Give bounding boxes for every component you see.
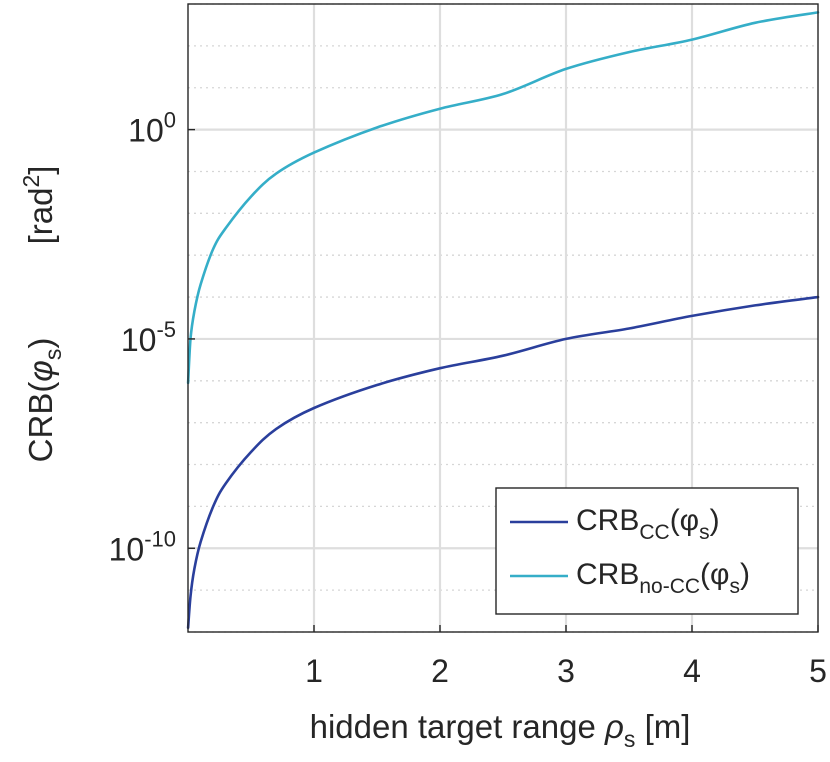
x-axis-label-symbol: ρ: [604, 708, 624, 745]
y-axis-unit-sup: 2: [18, 175, 44, 188]
x-axis-label-text: hidden target range: [310, 708, 596, 745]
legend: CRBCC(φs) CRBno-CC(φs): [495, 487, 799, 615]
legend-nocc-close: ): [740, 558, 750, 591]
x-axis-label-unit: [m]: [645, 708, 691, 745]
x-tick-label: 1: [305, 653, 323, 689]
data-series: [186, 11, 820, 630]
x-axis-ticks: 1 2 3 4 5: [305, 625, 827, 689]
x-tick-label: 4: [683, 653, 701, 689]
series-line-no-cc: [186, 11, 820, 385]
y-axis-label-symbol: φ: [22, 360, 59, 382]
legend-label-nocc: CRBno-CC(φs): [576, 558, 750, 598]
legend-cc-sub: CC: [639, 521, 669, 544]
y-tick-label-base: 10: [109, 531, 145, 567]
y-tick-label: 10-5: [121, 317, 176, 358]
y-tick-label-exponent: 0: [164, 108, 176, 133]
y-axis-label-close: ): [22, 338, 59, 349]
x-tick-label: 5: [809, 653, 827, 689]
legend-nocc-sub: no-CC: [639, 575, 700, 598]
series-line-cc: [186, 295, 820, 630]
legend-cc-name: CRB: [576, 504, 639, 537]
y-tick-label-exponent: -5: [156, 317, 176, 342]
x-axis-label: hidden target range ρs [m]: [310, 708, 691, 752]
legend-nocc-arg: (φ: [700, 558, 729, 591]
legend-box: [495, 487, 799, 615]
y-axis-unit: [rad2]: [18, 166, 59, 245]
y-tick-label-exponent: -10: [144, 526, 176, 551]
legend-cc-arg: (φ: [670, 504, 699, 537]
x-tick-label: 3: [557, 653, 575, 689]
y-axis-unit-close: ]: [22, 166, 59, 175]
legend-label-cc: CRBCC(φs): [576, 504, 720, 544]
legend-cc-arg-sub: s: [699, 521, 710, 544]
y-axis-label-text: CRB(: [22, 382, 59, 463]
y-tick-label-base: 10: [121, 322, 157, 358]
x-axis-label-symbol-sub: s: [624, 726, 636, 752]
y-tick-label: 10-10: [109, 526, 176, 567]
y-axis-unit-text: [rad: [22, 188, 59, 245]
y-tick-label: 100: [128, 108, 176, 149]
legend-nocc-arg-sub: s: [729, 575, 740, 598]
x-tick-label: 2: [431, 653, 449, 689]
y-axis-label: CRB(φs): [22, 338, 66, 463]
y-axis-label-symbol-sub: s: [40, 349, 66, 361]
legend-cc-close: ): [710, 504, 720, 537]
legend-nocc-name: CRB: [576, 558, 639, 591]
y-tick-label-base: 10: [128, 113, 164, 149]
axes-frame: [187, 3, 819, 633]
